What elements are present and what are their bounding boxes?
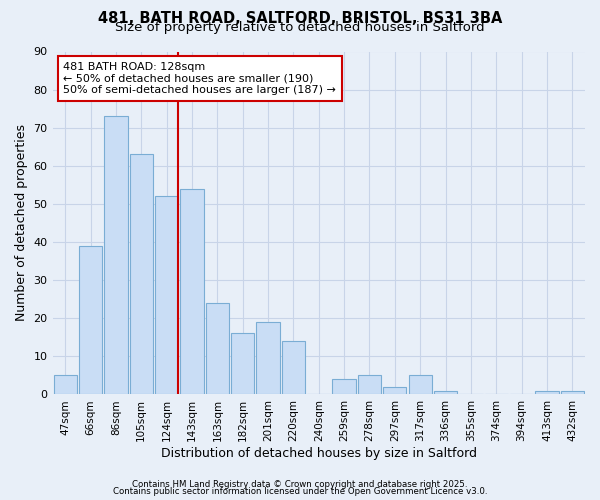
Text: Contains public sector information licensed under the Open Government Licence v3: Contains public sector information licen… [113,488,487,496]
Bar [155,196,178,394]
Bar [181,188,203,394]
Bar [130,154,153,394]
Y-axis label: Number of detached properties: Number of detached properties [15,124,28,322]
Text: 481, BATH ROAD, SALTFORD, BRISTOL, BS31 3BA: 481, BATH ROAD, SALTFORD, BRISTOL, BS31 … [98,11,502,26]
Text: 481 BATH ROAD: 128sqm
← 50% of detached houses are smaller (190)
50% of semi-det: 481 BATH ROAD: 128sqm ← 50% of detached … [63,62,336,95]
X-axis label: Distribution of detached houses by size in Saltford: Distribution of detached houses by size … [161,447,477,460]
Bar [104,116,128,394]
Bar [79,246,102,394]
Bar [383,387,406,394]
Text: Contains HM Land Registry data © Crown copyright and database right 2025.: Contains HM Land Registry data © Crown c… [132,480,468,489]
Bar [358,376,381,394]
Bar [53,376,77,394]
Bar [535,390,559,394]
Bar [560,390,584,394]
Bar [256,322,280,394]
Bar [206,303,229,394]
Bar [434,390,457,394]
Text: Size of property relative to detached houses in Saltford: Size of property relative to detached ho… [115,21,485,34]
Bar [231,334,254,394]
Bar [282,341,305,394]
Bar [332,379,356,394]
Bar [409,376,432,394]
